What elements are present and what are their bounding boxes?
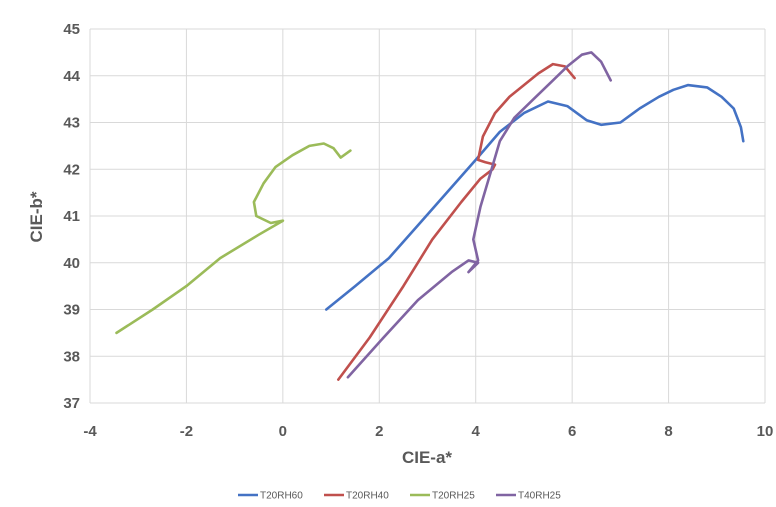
y-tick-label: 37: [63, 395, 80, 412]
x-tick-label: 6: [568, 423, 576, 440]
y-tick-label: 38: [63, 348, 80, 365]
series-line-t20rh40: [336, 62, 576, 381]
x-tick-label: 8: [664, 423, 672, 440]
legend-label: T40RH25: [518, 491, 561, 502]
x-tick-labels: -4 -2 0 2 4 6 8 10: [83, 423, 773, 440]
y-tick-label: 42: [63, 161, 80, 178]
x-tick-label: 2: [375, 423, 383, 440]
y-axis-title: CIE-b*: [27, 191, 46, 242]
y-tick-label: 41: [63, 208, 80, 225]
y-tick-labels: 37 38 39 40 41 42 43 44 45: [63, 21, 80, 412]
y-tick-label: 43: [63, 115, 80, 132]
x-tick-label: -4: [83, 423, 97, 440]
x-tick-label: 4: [472, 423, 481, 440]
y-tick-label: 39: [63, 302, 80, 319]
x-axis-title: CIE-a*: [402, 448, 452, 467]
y-tick-label: 44: [63, 68, 80, 85]
legend-label: T20RH60: [260, 491, 303, 502]
legend-item: T20RH40: [324, 491, 389, 502]
x-tick-label: 0: [279, 423, 287, 440]
y-tick-label: 40: [63, 255, 80, 272]
legend-label: T20RH25: [432, 491, 475, 502]
x-tick-label: 10: [757, 423, 774, 440]
legend-item: T20RH25: [410, 491, 475, 502]
series-line-t40rh25: [346, 51, 613, 379]
series-lines: [115, 51, 745, 381]
legend: T20RH60 T20RH40 T20RH25 T40RH25: [238, 491, 561, 502]
x-tick-label: -2: [180, 423, 193, 440]
legend-item: T40RH25: [496, 491, 561, 502]
legend-item: T20RH60: [238, 491, 303, 502]
series-line-t20rh25: [115, 142, 352, 335]
legend-label: T20RH40: [346, 491, 389, 502]
series-line-t20rh60: [324, 83, 745, 311]
y-tick-label: 45: [63, 21, 80, 38]
